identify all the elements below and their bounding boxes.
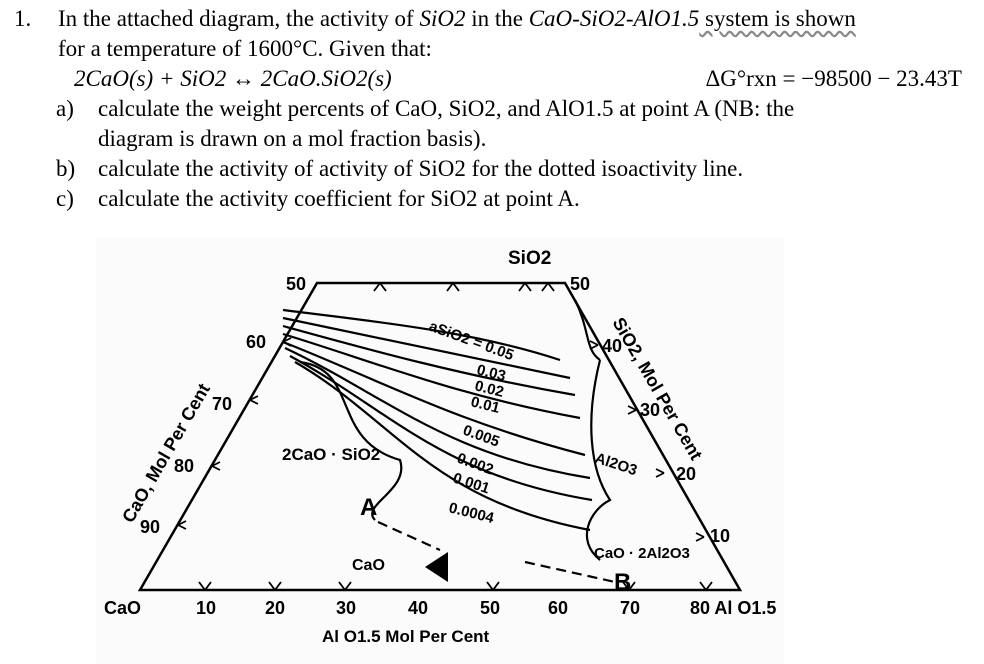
isoactivity-curve-0.03 [282,316,571,380]
bottom-tick-50 [486,581,500,591]
bottom-tick-label-10: 10 [196,598,216,618]
activity-label-0.01: 0.01 [469,393,501,417]
diagram-background [96,238,784,664]
bottom-axis-title: Al O1.5 Mol Per Cent [322,627,490,646]
bottom-tick-label-20: 20 [265,598,285,618]
dotted-isoactivity-line-left [377,520,441,552]
top-tick-2 [446,282,460,292]
question-line-2: for a temperature of 1600°C. Given that: [14,34,974,64]
left-tick-label-80: 80 [174,456,194,476]
part-c-text: calculate the activity coefficient for S… [98,186,580,211]
phase-label-cao-2al2o3: CaO · 2Al2O3 [594,545,690,562]
bottom-tick-label-40: 40 [408,598,428,618]
line2-text: for a temperature of 1600°C. Given that: [58,36,432,61]
right-tick-label-50: 50 [570,274,590,294]
part-a-text-1: calculate the weight percents of CaO, Si… [98,96,795,121]
part-a-text-2: diagram is drawn on a mol fraction basis… [98,126,487,151]
top-tick-3 [518,282,532,292]
activity-label-0.005: 0.005 [461,422,502,451]
isoactivity-curve-0.001 [289,355,593,502]
line1-text-c: system is shown [699,6,856,31]
right-tick-20 [655,468,665,478]
triangle-frame [137,281,743,592]
isoactivity-curve-0.02 [282,324,576,397]
top-tick-4 [541,282,555,292]
right-axis-title: SiO2, Mol Per Cent [609,314,707,463]
triangle-marker [425,552,448,582]
isoactivity-curve-0.05 [282,308,561,362]
part-b-row: b) calculate the activity of activity of… [14,154,974,184]
dotted-isoactivity-line-right [524,560,616,584]
top-tick-1 [373,282,387,292]
activity-label-0.03: 0.03 [475,361,507,385]
bottom-tick-label-cao: CaO [104,598,141,618]
left-tick-label-60: 60 [246,332,266,352]
right-tick-label-40: 40 [602,336,622,356]
left-tick-80 [211,461,221,471]
phase-label-cao: CaO [352,557,385,574]
point-b-label: B [614,569,631,596]
reaction-equation: 2CaO(s) + SiO2 ↔ 2CaO.SiO2(s) [74,66,392,91]
activity-label-0.02: 0.02 [473,377,505,401]
right-tick-10 [695,532,705,542]
left-tick-label-90: 90 [140,517,160,537]
question-line-1: 1. In the attached diagram, the activity… [14,4,974,34]
phase-label-al2o3: Al2O3 [593,450,639,480]
equation-row: 2CaO(s) + SiO2 ↔ 2CaO.SiO2(s) ΔG°rxn = −… [14,64,974,94]
right-tick-30 [627,405,637,415]
bottom-tick-80 [699,581,713,591]
bottom-tick-label-50: 50 [480,598,500,618]
line1-text-b: in the [465,6,529,31]
line1-system: CaO-SiO2-AlO1.5 [528,6,700,31]
part-a-row-1: a) calculate the weight percents of CaO,… [14,94,974,124]
bottom-tick-20 [268,581,282,591]
left-tick-label-70: 70 [212,394,232,414]
left-axis-title: CaO, Mol Per Cent [118,380,214,526]
bottom-tick-label-30: 30 [336,598,356,618]
part-a-label: a) [56,96,74,121]
part-b-text: calculate the activity of activity of Si… [98,156,744,181]
activity-label-0.0004: 0.0004 [447,499,496,527]
bottom-tick-30 [338,581,352,591]
part-b-label: b) [56,156,76,181]
part-c-label: c) [56,186,74,211]
line1-text-a: In the attached diagram, the activity of [58,6,420,31]
left-tick-90 [177,520,187,530]
left-tick-70 [249,395,259,405]
delta-g-equation: ΔG°rxn = −98500 − 23.43T [705,66,962,91]
line1-species: SiO2 [419,6,466,31]
phase-boundary-al2o3-upper [574,299,601,361]
phase-label-2cao-sio2: 2CaO · SiO2 [282,445,380,464]
right-tick-label-10: 10 [710,526,730,546]
bottom-tick-label-80-alo: 80 Al O1.5 [690,598,776,618]
bottom-tick-70 [622,581,636,591]
apex-label-sio2: SiO2 [508,248,551,269]
question-number: 1. [14,6,32,31]
part-a-row-2: diagram is drawn on a mol fraction basis… [14,124,974,154]
phase-boundary-al2o3 [585,359,612,561]
right-tick-label-30: 30 [640,400,660,420]
point-a-label: A [360,494,377,521]
part-c-row: c) calculate the activity coefficient fo… [14,184,974,214]
bottom-tick-label-70: 70 [620,598,640,618]
isoactivity-curve-0.002 [284,347,591,480]
isoactivity-curve-0.005 [282,340,586,457]
bottom-tick-label-60: 60 [548,598,568,618]
question-block: 1. In the attached diagram, the activity… [14,4,974,214]
right-tick-label-20: 20 [676,464,696,484]
isoactivity-curve-0.0004 [294,361,591,532]
phase-boundary-2cao-sio2 [299,360,403,521]
left-tick-label-50: 50 [286,274,306,294]
bottom-tick-10 [198,581,212,591]
isoactivity-curve-0.01 [282,332,581,420]
